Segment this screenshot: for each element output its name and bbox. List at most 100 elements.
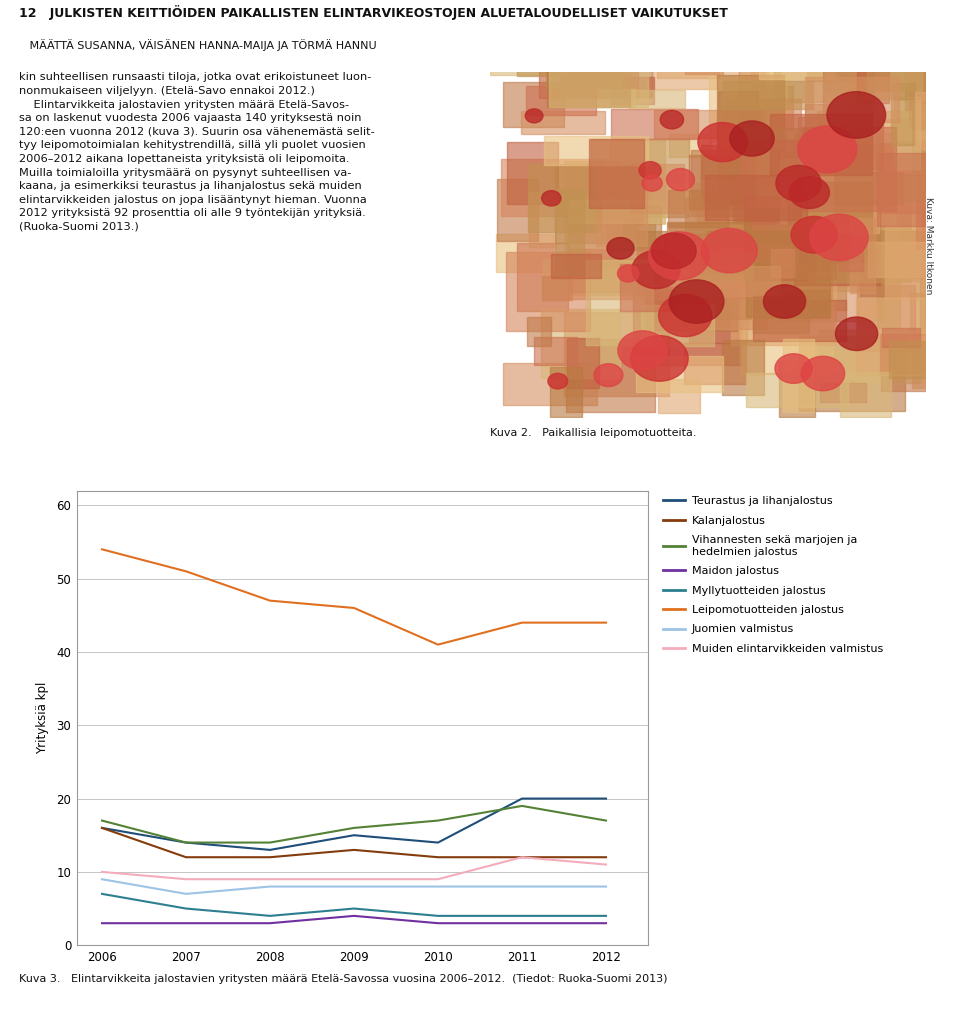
Bar <box>882 327 921 347</box>
Bar <box>877 153 960 225</box>
Bar <box>917 202 960 250</box>
Circle shape <box>809 214 868 260</box>
Bar <box>654 287 751 319</box>
Bar <box>759 18 834 80</box>
Bar <box>646 290 694 331</box>
Bar <box>718 128 809 177</box>
Bar <box>620 264 677 311</box>
Bar <box>630 164 684 213</box>
Bar <box>653 31 739 90</box>
Bar <box>569 199 664 223</box>
Bar <box>753 296 809 334</box>
Bar <box>822 182 852 205</box>
Bar <box>840 372 891 416</box>
Bar <box>551 254 601 278</box>
Bar <box>633 289 740 365</box>
Bar <box>739 66 765 153</box>
Legend: Teurastus ja lihanjalostus, Kalanjalostus, Vihannesten sekä marjojen ja
hedelmie: Teurastus ja lihanjalostus, Kalanjalostu… <box>663 496 883 654</box>
Bar <box>923 205 960 276</box>
Bar <box>529 192 556 247</box>
Circle shape <box>791 216 837 253</box>
Bar <box>856 69 889 103</box>
Bar <box>915 23 960 77</box>
Bar <box>543 259 644 295</box>
Bar <box>612 76 654 104</box>
Circle shape <box>651 233 696 269</box>
Bar <box>799 118 832 149</box>
Bar <box>780 159 833 238</box>
Circle shape <box>669 280 724 323</box>
Bar <box>803 127 897 211</box>
Bar <box>674 265 780 295</box>
Bar <box>496 234 553 272</box>
Bar <box>547 42 630 106</box>
Bar <box>564 161 619 194</box>
Bar <box>564 312 669 396</box>
Bar <box>527 316 551 346</box>
Bar <box>805 104 883 169</box>
Bar <box>900 206 960 281</box>
Bar <box>705 244 766 328</box>
Bar <box>680 274 736 331</box>
Bar <box>610 139 665 224</box>
Bar <box>910 84 960 129</box>
Bar <box>878 142 960 213</box>
Bar <box>521 111 605 134</box>
Bar <box>794 161 824 221</box>
Bar <box>669 223 773 298</box>
Bar <box>701 155 756 205</box>
Bar <box>657 1 719 79</box>
Bar <box>708 231 809 274</box>
Bar <box>792 153 879 233</box>
Bar <box>795 217 836 279</box>
Bar <box>771 249 795 277</box>
Bar <box>654 111 762 137</box>
Circle shape <box>835 317 877 350</box>
Bar <box>746 262 830 316</box>
Circle shape <box>649 231 709 280</box>
Bar <box>726 224 798 267</box>
Bar <box>526 87 596 115</box>
Bar <box>925 280 960 326</box>
Bar <box>904 50 960 111</box>
Circle shape <box>541 191 561 206</box>
Bar <box>591 139 688 217</box>
Bar <box>637 231 667 288</box>
Bar <box>697 196 780 223</box>
Circle shape <box>594 364 623 386</box>
Bar <box>900 175 951 201</box>
Bar <box>497 179 539 241</box>
Bar <box>596 164 647 246</box>
Bar <box>820 171 902 204</box>
Bar <box>658 379 700 413</box>
Bar <box>829 145 888 225</box>
Circle shape <box>775 353 812 383</box>
Bar <box>718 152 801 200</box>
Bar <box>859 231 960 295</box>
Circle shape <box>789 177 829 209</box>
Circle shape <box>631 336 688 381</box>
Bar <box>849 30 934 90</box>
Bar <box>607 206 661 250</box>
Bar <box>706 175 801 220</box>
Text: Kuva 3.   Elintarvikkeita jalostavien yritysten määrä Etelä-Savossa vuosina 2006: Kuva 3. Elintarvikkeita jalostavien yrit… <box>19 974 668 984</box>
Bar <box>723 82 813 109</box>
Circle shape <box>607 238 635 259</box>
Bar <box>881 345 949 390</box>
Bar <box>549 49 648 106</box>
Bar <box>857 285 915 351</box>
Bar <box>561 90 635 107</box>
Circle shape <box>642 175 662 191</box>
Bar <box>867 49 929 99</box>
Bar <box>839 236 863 272</box>
Bar <box>718 92 758 152</box>
Circle shape <box>730 121 774 156</box>
Bar <box>744 196 806 280</box>
Bar <box>556 165 638 243</box>
Bar <box>794 137 848 176</box>
Bar <box>799 337 905 411</box>
Bar <box>889 242 932 265</box>
Bar <box>617 169 651 207</box>
Bar <box>746 225 821 244</box>
Bar <box>819 331 920 382</box>
